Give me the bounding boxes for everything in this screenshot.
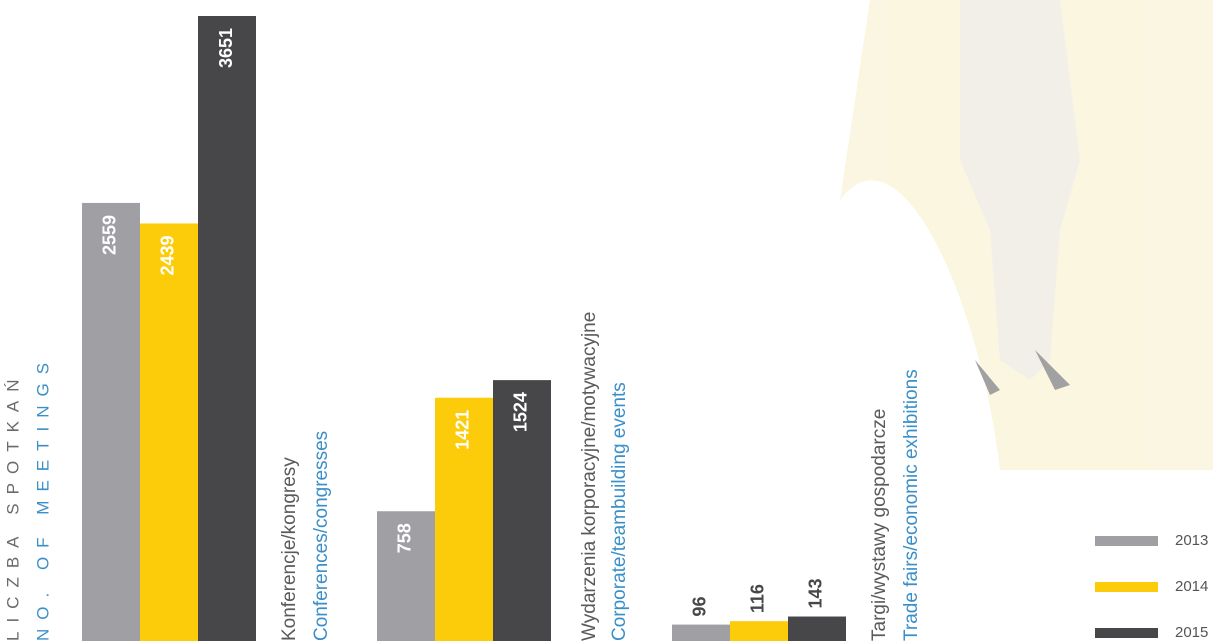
y-axis-label: LICZBA SPOTKAŃ: [3, 370, 22, 641]
value-label: 116: [748, 584, 768, 613]
bar: [198, 16, 256, 641]
value-label: 2439: [158, 235, 178, 275]
category-label-en: Trade fairs/economic exhibitions: [901, 369, 922, 641]
value-label: 2559: [100, 215, 120, 255]
legend-swatch: [1095, 536, 1158, 546]
value-label: 143: [806, 578, 826, 608]
bar: [493, 380, 551, 641]
legend-label: 2014: [1175, 578, 1208, 595]
bar: [377, 511, 435, 641]
legend-label: 2013: [1175, 532, 1208, 549]
value-label: 96: [690, 597, 710, 617]
bar: [788, 616, 846, 641]
legend-label: 2015: [1175, 624, 1208, 641]
illustration: [840, 0, 1213, 470]
legend-swatch: [1095, 628, 1158, 638]
category-label: Targi/wystawy gospodarcze: [869, 409, 890, 641]
value-label: 1524: [511, 392, 531, 432]
value-label: 758: [395, 523, 415, 553]
bar: [672, 624, 730, 641]
value-label: 1421: [453, 410, 473, 450]
bar: [140, 223, 198, 641]
category-label-en: Corporate/teambuilding events: [609, 382, 630, 641]
category-label-en: Conferences/congresses: [311, 431, 332, 641]
category-label: Konferencje/kongresy: [279, 457, 300, 641]
bar: [730, 621, 788, 641]
y-axis-label-en: NO. OF MEETINGS: [33, 354, 52, 641]
legend-swatch: [1095, 582, 1158, 592]
value-label: 3651: [216, 28, 236, 68]
bar: [435, 397, 493, 641]
category-label: Wydarzenia korporacyjne/motywacyjne: [579, 312, 600, 641]
bar: [82, 202, 140, 641]
